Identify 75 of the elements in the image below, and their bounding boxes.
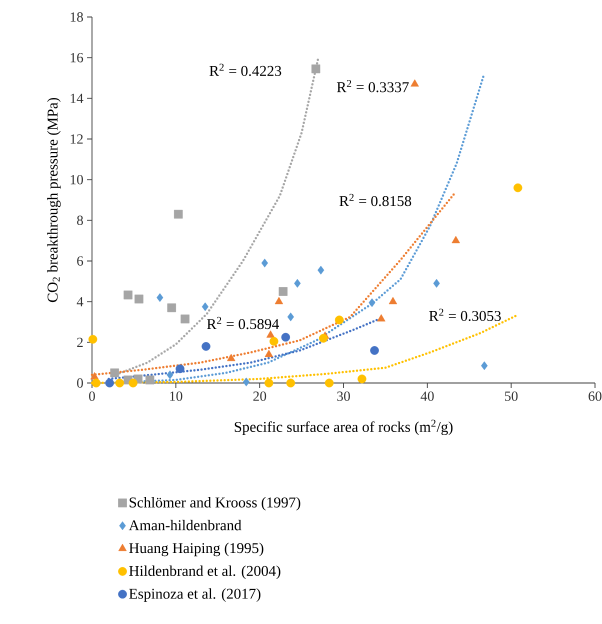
legend-label: Aman-hildenbrand — [128, 520, 242, 530]
point — [110, 368, 120, 378]
point — [124, 290, 132, 300]
x-tick-label: 20 — [253, 391, 266, 401]
point — [410, 79, 419, 87]
point — [370, 346, 379, 355]
point — [180, 314, 190, 324]
point — [242, 378, 250, 386]
y-tick-label: 8 — [77, 216, 83, 226]
point — [311, 64, 320, 74]
point — [90, 372, 99, 380]
annotation: R$^{2}$ = 0.4223 — [210, 64, 282, 76]
point — [88, 334, 98, 344]
point — [274, 296, 284, 304]
x-tick-label: 60 — [588, 391, 602, 401]
point — [202, 342, 210, 351]
annotation: R$^{2}$ = 0.8158 — [339, 194, 412, 206]
point — [281, 332, 290, 342]
point — [264, 378, 274, 388]
point — [105, 378, 114, 388]
point — [319, 334, 328, 343]
point — [115, 378, 124, 388]
point — [294, 278, 301, 288]
point — [368, 298, 376, 308]
point — [261, 258, 268, 268]
annotation: R$^{2}$ = 0.3337 — [336, 80, 409, 92]
point — [433, 278, 440, 288]
point — [166, 370, 174, 380]
point — [324, 378, 334, 388]
legend-label: Espinoza et al. (2017) — [129, 588, 260, 602]
x-tick-label: 0 — [89, 391, 95, 401]
point — [358, 374, 366, 384]
point — [286, 378, 296, 388]
y-tick-label: 18 — [70, 12, 83, 22]
point — [174, 210, 183, 219]
point — [481, 361, 488, 370]
y-tick-label: 0 — [77, 378, 83, 388]
point — [278, 287, 288, 296]
annotation: R$^{2}$ = 0.5894 — [206, 316, 280, 330]
y-axis-title: CO$_{2}$ breakthrough pressure (MPa) — [47, 98, 61, 302]
point — [202, 302, 209, 312]
point — [226, 354, 236, 362]
point — [134, 294, 144, 304]
y-tick-label: 2 — [77, 338, 83, 347]
x-tick-label: 40 — [420, 391, 434, 401]
legend-label: Huang Haiping (1995) — [129, 542, 264, 556]
point — [287, 312, 294, 322]
point — [513, 183, 522, 192]
point — [266, 330, 275, 338]
annotation: R$^{2}$ = 0.3053 — [429, 308, 501, 322]
x-tick-label: 30 — [337, 391, 350, 401]
point — [452, 236, 460, 244]
legend-label: Hildenbrand et al. (2004) — [129, 565, 280, 580]
point — [145, 376, 154, 384]
point — [92, 378, 101, 388]
point — [318, 266, 324, 275]
point — [270, 336, 278, 346]
point — [128, 378, 138, 388]
y-tick-label: 6 — [77, 256, 84, 266]
y-tick-label: 4 — [76, 297, 84, 306]
x-tick-label: 50 — [505, 391, 518, 401]
point — [176, 364, 184, 374]
point — [388, 296, 398, 304]
legend-label: Schlömer and Krooss (1997) — [130, 496, 300, 511]
x-axis-title: Specific surface area of rocks (m$^{2}$/g) — [234, 420, 453, 436]
point — [167, 303, 176, 312]
y-tick-label: 16 — [70, 52, 84, 62]
point — [334, 316, 344, 324]
point — [264, 350, 274, 358]
point — [156, 293, 164, 302]
point — [377, 314, 386, 322]
y-tick-label: 10 — [70, 174, 83, 184]
y-tick-label: 12 — [70, 134, 83, 144]
x-tick-label: 10 — [170, 391, 182, 401]
y-tick-label: 14 — [70, 94, 84, 103]
